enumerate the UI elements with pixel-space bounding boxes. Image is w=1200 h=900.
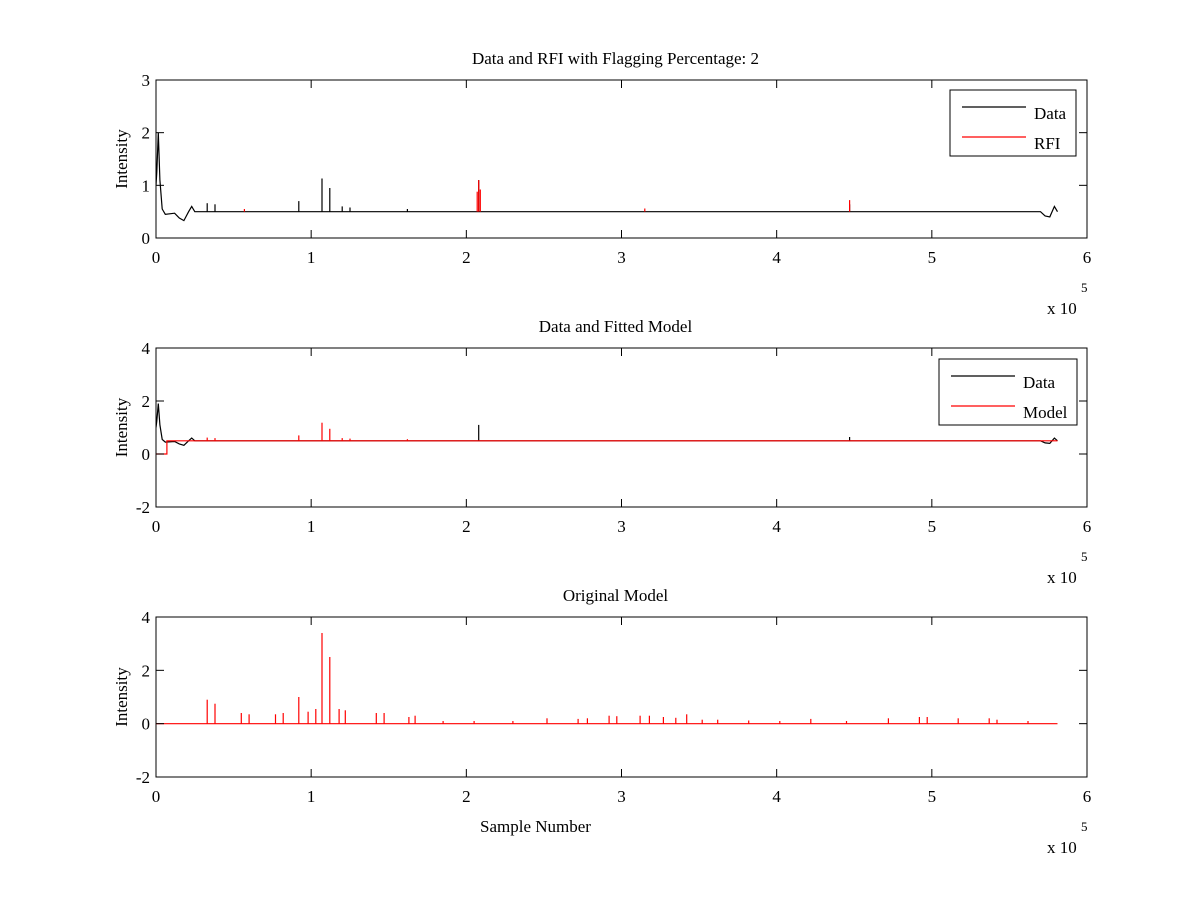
x-tick-label: 2 [462, 787, 471, 806]
axes-box [155, 616, 1088, 778]
x-tick-label: 4 [772, 248, 781, 267]
x-tick-label: 0 [152, 517, 161, 536]
y-ticks: -2 0 2 4 [136, 339, 1087, 517]
y-tick-label: 2 [142, 124, 151, 143]
y-tick-label: -2 [136, 768, 150, 787]
legend-box [949, 89, 1077, 157]
y-tick-label: 2 [142, 392, 151, 411]
axes-box [155, 79, 1088, 239]
legend-label: Model [1023, 403, 1068, 422]
chart-title: Data and Fitted Model [539, 317, 693, 336]
plot-area [156, 132, 1059, 222]
y-axis-label: Intensity [112, 397, 131, 457]
series-model [156, 633, 1058, 725]
y-axis-label: Intensity [112, 667, 131, 727]
y-tick-label: 2 [142, 661, 151, 680]
series-data [156, 403, 1058, 446]
chart-title: Original Model [563, 586, 669, 605]
x-tick-label: 3 [617, 517, 626, 536]
x-exponent-power: 5 [1081, 549, 1088, 564]
subplots: 0 1 2 3 4 5 6 0 1 2 3 x 10 5 Data and RFI with Flaggi… [112, 49, 1091, 857]
x-tick-label: 4 [772, 787, 781, 806]
series-line [156, 403, 1058, 446]
x-tick-label: 3 [617, 248, 626, 267]
legend-box [938, 358, 1078, 426]
legend-label: Data [1023, 373, 1056, 392]
x-tick-label: 2 [462, 517, 471, 536]
y-tick-label: 0 [142, 715, 151, 734]
series-line [156, 132, 1059, 222]
x-tick-label: 5 [928, 517, 937, 536]
x-exponent-power: 5 [1081, 819, 1088, 834]
x-tick-label: 1 [307, 787, 316, 806]
x-axis-label: Sample Number [480, 817, 591, 836]
x-tick-label: 0 [152, 787, 161, 806]
y-ticks: -2 0 2 4 [136, 608, 1087, 787]
y-tick-label: 4 [142, 339, 151, 358]
x-exponent-base: x 10 [1047, 838, 1077, 857]
x-tick-label: 4 [772, 517, 781, 536]
x-tick-label: 0 [152, 248, 161, 267]
legend-label: Data [1034, 104, 1067, 123]
y-tick-label: 0 [142, 445, 151, 464]
x-tick-label: 5 [928, 787, 937, 806]
y-axis-label: Intensity [112, 129, 131, 189]
x-tick-label: 3 [617, 787, 626, 806]
y-ticks: 0 1 2 3 [142, 71, 1087, 248]
plot-area [156, 633, 1058, 725]
x-exponent-base: x 10 [1047, 568, 1077, 587]
x-ticks: 0 1 2 3 4 5 6 [152, 80, 1092, 267]
x-exponent-base: x 10 [1047, 299, 1077, 318]
x-tick-label: 6 [1083, 248, 1092, 267]
legend-label: RFI [1034, 134, 1061, 153]
x-tick-label: 5 [928, 248, 937, 267]
x-tick-label: 1 [307, 517, 316, 536]
y-tick-label: 4 [142, 608, 151, 627]
subplot-1: 0 1 2 3 4 5 6 0 1 2 3 x 10 5 Data and RFI with Flaggi… [112, 49, 1091, 318]
x-ticks: 0 1 2 3 4 5 6 [152, 348, 1092, 536]
legend: Data RFI [949, 89, 1077, 157]
x-tick-label: 6 [1083, 517, 1092, 536]
legend: Data Model [938, 358, 1078, 426]
x-tick-label: 1 [307, 248, 316, 267]
y-tick-label: 0 [142, 229, 151, 248]
chart-title: Data and RFI with Flagging Percentage: 2 [472, 49, 759, 68]
series-rfi [243, 180, 851, 212]
x-tick-label: 6 [1083, 787, 1092, 806]
x-tick-label: 2 [462, 248, 471, 267]
y-tick-label: 1 [142, 176, 151, 195]
x-exponent-power: 5 [1081, 280, 1088, 295]
y-tick-label: -2 [136, 498, 150, 517]
y-tick-label: 3 [142, 71, 151, 90]
x-ticks: 0 1 2 3 4 5 6 [152, 617, 1092, 806]
